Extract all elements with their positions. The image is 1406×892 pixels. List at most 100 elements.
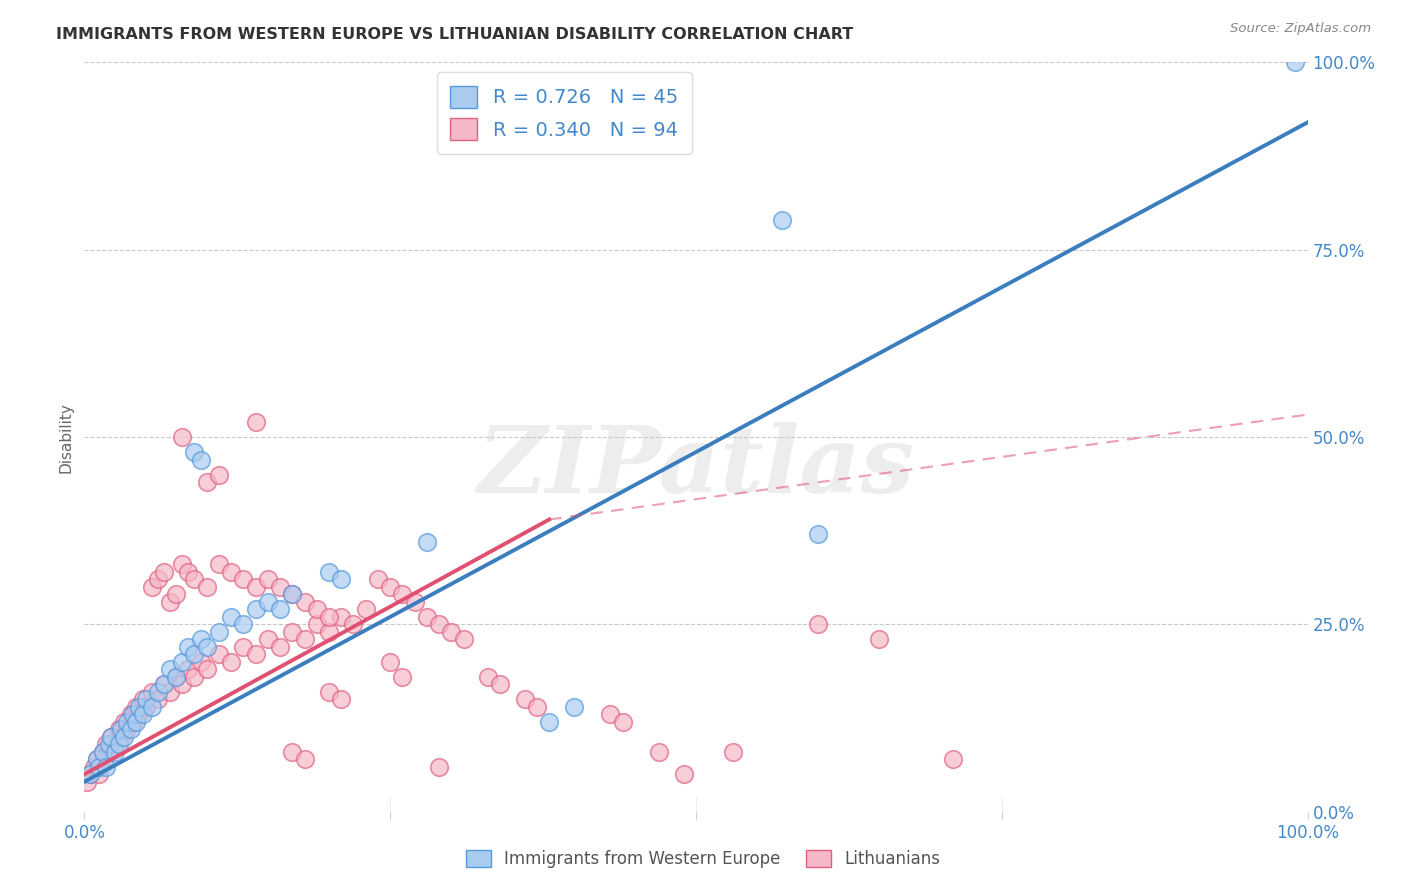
Point: [115, 723, 138, 737]
Point: [281, 745, 304, 759]
Point: [219, 610, 242, 624]
Point: [599, 707, 621, 722]
Point: [195, 662, 218, 676]
Point: [538, 714, 561, 729]
Point: [245, 648, 267, 662]
Point: [427, 760, 450, 774]
Point: [330, 610, 353, 624]
Point: [195, 580, 218, 594]
Point: [232, 640, 254, 654]
Point: [159, 595, 181, 609]
Point: [195, 475, 218, 489]
Point: [153, 565, 176, 579]
Point: [305, 617, 328, 632]
Point: [128, 707, 150, 722]
Point: [172, 655, 194, 669]
Point: [318, 624, 340, 639]
Point: [281, 624, 304, 639]
Point: [380, 580, 402, 594]
Point: [107, 723, 129, 737]
Point: [120, 723, 142, 737]
Point: [195, 640, 218, 654]
Legend: R = 0.726   N = 45, R = 0.340   N = 94: R = 0.726 N = 45, R = 0.340 N = 94: [437, 72, 692, 154]
Point: [159, 662, 181, 676]
Point: [342, 617, 364, 632]
Point: [380, 655, 402, 669]
Point: [427, 617, 450, 632]
Point: [120, 707, 142, 722]
Point: [672, 767, 695, 781]
Point: [107, 737, 129, 751]
Point: [208, 558, 231, 572]
Point: [87, 760, 110, 774]
Point: [132, 707, 155, 722]
Point: [330, 692, 353, 706]
Point: [79, 767, 101, 781]
Text: ZIPatlas: ZIPatlas: [478, 422, 914, 512]
Point: [172, 677, 194, 691]
Point: [91, 745, 114, 759]
Y-axis label: Disability: Disability: [58, 401, 73, 473]
Point: [128, 699, 150, 714]
Point: [391, 587, 413, 601]
Point: [281, 587, 304, 601]
Point: [132, 692, 155, 706]
Point: [76, 774, 98, 789]
Point: [165, 670, 187, 684]
Point: [269, 640, 291, 654]
Point: [269, 602, 291, 616]
Point: [100, 730, 122, 744]
Point: [165, 670, 187, 684]
Text: IMMIGRANTS FROM WESTERN EUROPE VS LITHUANIAN DISABILITY CORRELATION CHART: IMMIGRANTS FROM WESTERN EUROPE VS LITHUA…: [56, 27, 853, 42]
Point: [354, 602, 377, 616]
Point: [232, 573, 254, 587]
Point: [770, 212, 793, 227]
Point: [122, 714, 145, 729]
Point: [183, 670, 205, 684]
Point: [93, 752, 115, 766]
Point: [172, 430, 194, 444]
Point: [416, 535, 439, 549]
Point: [183, 573, 205, 587]
Text: Source: ZipAtlas.com: Source: ZipAtlas.com: [1230, 22, 1371, 36]
Point: [97, 737, 120, 751]
Point: [104, 745, 127, 759]
Point: [562, 699, 585, 714]
Point: [96, 737, 118, 751]
Point: [141, 580, 163, 594]
Point: [112, 714, 135, 729]
Point: [87, 767, 110, 781]
Point: [86, 752, 108, 766]
Point: [318, 610, 340, 624]
Point: [172, 558, 194, 572]
Point: [183, 648, 205, 662]
Point: [807, 527, 830, 541]
Point: [269, 580, 291, 594]
Point: [330, 573, 353, 587]
Point: [146, 692, 169, 706]
Point: [318, 685, 340, 699]
Point: [257, 573, 280, 587]
Point: [942, 752, 965, 766]
Point: [245, 580, 267, 594]
Point: [104, 737, 127, 751]
Point: [367, 573, 389, 587]
Legend: Immigrants from Western Europe, Lithuanians: Immigrants from Western Europe, Lithuani…: [460, 843, 946, 875]
Point: [440, 624, 463, 639]
Point: [190, 452, 212, 467]
Point: [83, 760, 105, 774]
Point: [146, 573, 169, 587]
Point: [416, 610, 439, 624]
Point: [245, 602, 267, 616]
Point: [86, 752, 108, 766]
Point: [177, 640, 200, 654]
Point: [391, 670, 413, 684]
Point: [219, 655, 242, 669]
Point: [257, 632, 280, 647]
Point: [869, 632, 891, 647]
Point: [115, 714, 138, 729]
Point: [281, 587, 304, 601]
Point: [318, 565, 340, 579]
Point: [91, 745, 114, 759]
Point: [1284, 55, 1306, 70]
